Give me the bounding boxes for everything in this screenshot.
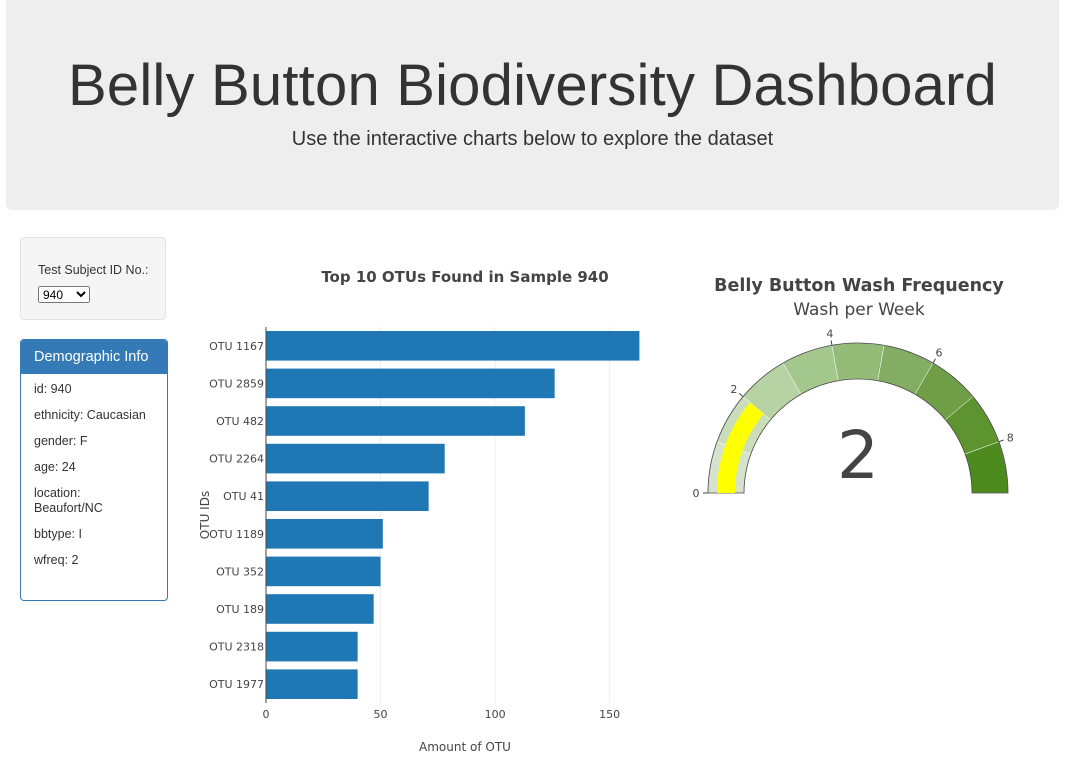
demo-age: age: 24 (34, 460, 76, 474)
gauge-tick (738, 392, 744, 397)
bar (266, 631, 358, 662)
demographic-panel-title: Demographic Info (21, 340, 167, 374)
gauge-value: 2 (837, 417, 879, 494)
gauge-tick-label: 0 (693, 487, 700, 500)
bar-chart-y-ticks: OTU 1167 OTU 2859 OTU 482 OTU 2264 OTU 41 OTU… (209, 340, 264, 691)
demo-ethnicity: ethnicity: Caucasian (34, 408, 146, 422)
bar (266, 519, 383, 549)
gauge-tick-label: 2 (730, 383, 737, 396)
x-tick-label: 150 (599, 708, 620, 721)
bar (266, 594, 374, 624)
demo-bbtype: bbtype: I (34, 527, 82, 541)
page-subtitle: Use the interactive charts below to expl… (291, 128, 774, 150)
x-tick-label: 50 (374, 708, 388, 721)
gauge-tick-label: 4 (826, 327, 833, 340)
demographic-panel: Demographic Info id: 940 ethnicity: Cauc… (20, 339, 168, 601)
gauge-tick (998, 439, 1004, 443)
bar (266, 669, 358, 699)
wash-frequency-gauge: Belly Button Wash Frequency Wash per Wee… (693, 276, 1014, 500)
y-tick-label: OTU 352 (216, 565, 264, 578)
gauge-value-bar (717, 402, 764, 493)
bar (266, 331, 640, 361)
gauge-tick (830, 340, 833, 346)
y-tick-label: OTU 41 (223, 490, 264, 503)
top-otu-bar-chart: Top 10 OTUs Found in Sample 940 OTU 1167… (198, 268, 640, 754)
bar-chart-x-label: Amount of OTU (419, 740, 511, 754)
y-tick-label: OTU 2859 (209, 377, 264, 390)
gauge-tick-label: 8 (1007, 432, 1014, 445)
y-tick-label: OTU 1977 (209, 678, 264, 691)
subject-id-select[interactable]: 940 (38, 286, 90, 303)
y-tick-label: OTU 189 (216, 603, 264, 616)
bar-chart-title: Top 10 OTUs Found in Sample 940 (321, 268, 608, 286)
demo-gender: gender: F (34, 434, 88, 448)
bar-chart-bars (266, 331, 640, 699)
demo-id: id: 940 (34, 382, 72, 396)
page-title: Belly Button Biodiversity Dashboard (67, 53, 998, 118)
header-jumbotron: Belly Button Biodiversity Dashboard Use … (6, 0, 1059, 210)
gauge-outline (707, 342, 1009, 494)
bar (266, 556, 381, 587)
gauge-tick (932, 358, 936, 364)
bar-chart-x-ticks: 0 50 100 150 (263, 708, 621, 721)
y-tick-label: OTU 1189 (209, 528, 264, 541)
gauge-band (831, 342, 885, 382)
x-tick-label: 100 (485, 708, 506, 721)
gauge-ticks: 0 2 4 6 8 (693, 327, 1014, 500)
gauge-value-arc (717, 402, 764, 493)
bar (266, 368, 555, 399)
demo-location: location: Beaufort/NC (34, 486, 103, 515)
demographic-panel-body: id: 940 ethnicity: Caucasian gender: F a… (21, 374, 167, 568)
subject-selector-well: Test Subject ID No.: 940 (20, 237, 166, 320)
y-tick-label: OTU 2264 (209, 453, 264, 466)
y-tick-label: OTU 2318 (209, 641, 264, 654)
x-tick-label: 0 (263, 708, 270, 721)
bar (266, 481, 429, 511)
bar (266, 443, 445, 474)
bar (266, 406, 525, 436)
gauge-subtitle: Wash per Week (793, 300, 925, 320)
gauge-tick-label: 6 (936, 347, 943, 360)
gauge-title: Belly Button Wash Frequency (714, 276, 1004, 296)
y-tick-label: OTU 482 (216, 415, 264, 428)
subject-id-label: Test Subject ID No.: (38, 263, 149, 277)
demo-wfreq: wfreq: 2 (34, 553, 79, 567)
bar-chart-y-label: OTU IDs (198, 491, 212, 539)
y-tick-label: OTU 1167 (209, 340, 264, 353)
